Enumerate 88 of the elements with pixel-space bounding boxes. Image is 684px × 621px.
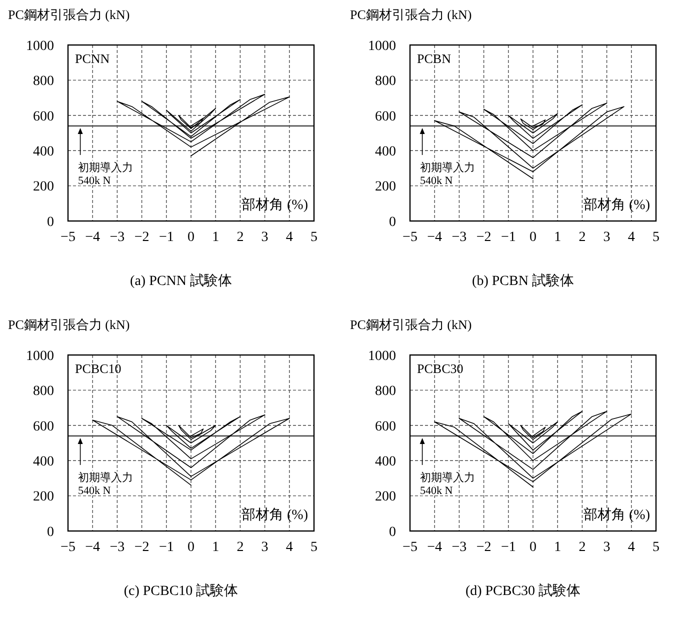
- y-tick-label: 1000: [368, 348, 396, 364]
- x-tick-label: 0: [188, 540, 194, 555]
- y-tick-label: 200: [33, 490, 54, 505]
- y-tick-label: 800: [375, 74, 396, 90]
- x-tick-label: 4: [628, 230, 635, 245]
- x-tick-label: 4: [286, 230, 293, 245]
- x-tick-label: 1: [554, 540, 562, 555]
- text: (d) PCBC30 試験体: [465, 583, 581, 599]
- y-tick-label: 0: [389, 524, 396, 540]
- y-tick-label: 0: [389, 214, 396, 230]
- x-tick-label: −3: [110, 230, 125, 245]
- ref-line-label: 初期導入力 540k N: [78, 470, 133, 497]
- y-tick-label: 800: [33, 384, 54, 400]
- x-tick-label: 2: [578, 540, 586, 555]
- y-tick-label: 600: [375, 419, 396, 434]
- y-tick-label: 200: [375, 180, 396, 195]
- x-tick-label: −4: [85, 540, 100, 555]
- ref-line-label: 初期導入力 540k N: [420, 470, 475, 497]
- x-tick-label: −2: [476, 540, 492, 555]
- x-tick-label: 0: [188, 230, 194, 245]
- x-tick-label: 2: [236, 540, 244, 555]
- annotation: PCBC10: [75, 361, 122, 376]
- x-tick-label: −3: [452, 540, 467, 555]
- x-tick-label: 4: [628, 540, 635, 555]
- x-tick-label: −4: [427, 540, 442, 555]
- x-tick-label: 5: [652, 230, 660, 245]
- x-tick-label: 1: [212, 540, 220, 555]
- x-tick-label: −2: [134, 230, 150, 245]
- x-tick-label: 2: [578, 230, 586, 245]
- x-tick-label: 1: [212, 230, 220, 245]
- y-tick-label: 400: [375, 144, 396, 160]
- x-tick-label: 3: [603, 540, 610, 555]
- y-tick-label: 600: [33, 109, 54, 124]
- x-tick-label: 0: [530, 230, 536, 245]
- y-tick-label: 200: [33, 180, 54, 195]
- x-tick-label: −5: [402, 230, 418, 245]
- x-tick-label: −1: [500, 230, 516, 245]
- x-tick-label: 5: [652, 540, 660, 555]
- x-tick-label: 2: [236, 230, 244, 245]
- x-tick-label: −4: [427, 230, 442, 245]
- y-axis-title: PC鋼材引張合力 (kN): [8, 7, 130, 22]
- x-tick-label: −2: [134, 540, 150, 555]
- y-axis-title: PC鋼材引張合力 (kN): [8, 317, 130, 332]
- text: (a) PCNN 試験体: [130, 273, 232, 289]
- x-axis-title: 部材角 (%): [584, 197, 650, 213]
- y-tick-label: 400: [375, 454, 396, 470]
- x-tick-label: 5: [310, 230, 318, 245]
- y-tick-label: 600: [33, 419, 54, 434]
- y-tick-label: 400: [33, 454, 54, 470]
- y-tick-label: 200: [375, 490, 396, 505]
- y-tick-label: 400: [33, 144, 54, 160]
- y-axis-title: PC鋼材引張合力 (kN): [350, 7, 472, 22]
- x-tick-label: −1: [158, 540, 174, 555]
- y-tick-label: 1000: [26, 38, 54, 54]
- annotation: PCNN: [75, 51, 110, 66]
- y-tick-label: 0: [47, 524, 54, 540]
- text: (b) PCBN 試験体: [472, 273, 574, 289]
- x-tick-label: −1: [500, 540, 516, 555]
- x-tick-label: 3: [261, 230, 268, 245]
- x-tick-label: −5: [402, 540, 418, 555]
- annotation: PCBC30: [417, 361, 464, 376]
- x-tick-label: 0: [530, 540, 536, 555]
- x-tick-label: 3: [603, 230, 610, 245]
- y-tick-label: 600: [375, 109, 396, 124]
- x-tick-label: −5: [60, 230, 76, 245]
- y-tick-label: 800: [33, 74, 54, 90]
- x-tick-label: 1: [554, 230, 562, 245]
- y-tick-label: 1000: [368, 38, 396, 54]
- x-axis-title: 部材角 (%): [584, 507, 650, 523]
- x-tick-label: −2: [476, 230, 492, 245]
- ref-line-label: 初期導入力 540k N: [420, 160, 475, 187]
- y-tick-label: 800: [375, 384, 396, 400]
- x-tick-label: 5: [310, 540, 318, 555]
- y-tick-label: 1000: [26, 348, 54, 364]
- x-tick-label: −3: [452, 230, 467, 245]
- x-tick-label: −3: [110, 540, 125, 555]
- x-axis-title: 部材角 (%): [242, 197, 308, 213]
- x-tick-label: −4: [85, 230, 100, 245]
- x-tick-label: −5: [60, 540, 76, 555]
- y-axis-title: PC鋼材引張合力 (kN): [350, 317, 472, 332]
- annotation: PCBN: [417, 51, 452, 66]
- y-tick-label: 0: [47, 214, 54, 230]
- text: (c) PCBC10 試験体: [124, 583, 238, 599]
- ref-line-label: 初期導入力 540k N: [78, 160, 133, 187]
- x-tick-label: −1: [158, 230, 174, 245]
- x-axis-title: 部材角 (%): [242, 507, 308, 523]
- x-tick-label: 3: [261, 540, 268, 555]
- x-tick-label: 4: [286, 540, 293, 555]
